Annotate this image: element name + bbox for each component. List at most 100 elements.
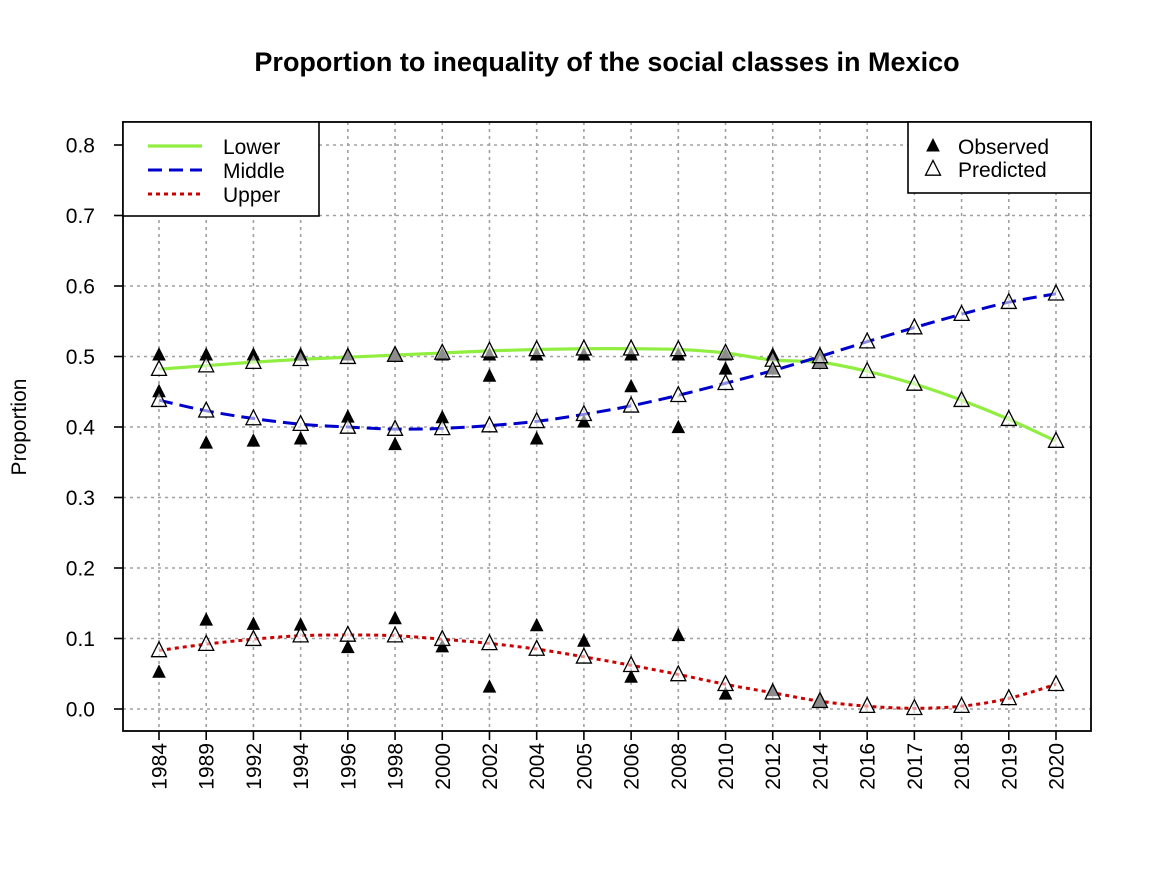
predicted-point-middle [292, 414, 310, 432]
observed-point-upper [199, 612, 214, 626]
observed-point-middle [624, 378, 638, 393]
x-tick-label: 2018 [951, 743, 974, 790]
predicted-point-lower [622, 338, 640, 356]
observed-point-middle [482, 368, 497, 382]
predicted-point-lower [1000, 409, 1018, 427]
predicted-point-upper [528, 639, 546, 656]
predicted-point-lower [433, 342, 451, 360]
observed-point-middle [529, 431, 544, 445]
predicted-point-upper [575, 646, 593, 664]
y-tick-label: 0.1 [66, 628, 95, 651]
predicted-point-upper [386, 625, 404, 643]
predicted-point-lower [716, 342, 735, 360]
predicted-point-middle [244, 408, 262, 426]
x-tick-label: 2010 [715, 743, 738, 790]
line-legend-box [122, 121, 320, 217]
predicted-point-middle [386, 419, 404, 436]
x-tick-label: 2016 [857, 743, 880, 790]
x-tick-label: 1996 [337, 743, 360, 790]
observed-point-lower [152, 347, 166, 361]
predicted-point-lower [575, 338, 593, 356]
predicted-point-middle [575, 404, 593, 422]
predicted-point-middle [528, 411, 546, 429]
x-tick-label: 2006 [621, 743, 644, 790]
predicted-point-upper [292, 625, 310, 643]
predicted-point-lower [528, 339, 546, 357]
observed-point-upper [577, 633, 591, 647]
observed-marker-icon [926, 138, 940, 152]
observed-point-middle [246, 433, 261, 447]
y-tick-label: 0.0 [66, 699, 95, 722]
x-tick-label: 1992 [243, 743, 266, 790]
y-tick-label: 0.6 [66, 276, 95, 299]
series-line-upper [158, 633, 1057, 710]
observed-point-middle [199, 435, 214, 449]
y-tick-label: 0.5 [66, 346, 95, 369]
predicted-point-upper [858, 696, 876, 714]
predicted-point-upper [1047, 674, 1065, 692]
axes: 0.0 0.1 0.2 0.3 0.4 0.5 0.6 0.7 0.8 1984 1989 1992 1… [66, 121, 1092, 790]
legend-label-middle: Middle [223, 160, 285, 183]
predicted-point-middle [953, 304, 971, 322]
predicted-point-middle [339, 417, 357, 434]
predicted-point-upper [433, 629, 451, 647]
predicted-point-middle [150, 390, 168, 408]
observed-point-upper [152, 664, 166, 678]
predicted-point-upper [150, 640, 168, 658]
x-tick-label: 1989 [196, 743, 219, 790]
y-axis-label: Proportion [8, 379, 31, 476]
y-tick-label: 0.8 [66, 135, 95, 158]
observed-point-upper [529, 617, 544, 632]
marker-legend-box [907, 121, 1092, 194]
x-tick-label: 1998 [385, 743, 408, 790]
predicted-point-upper [953, 696, 971, 714]
predicted-point-middle [622, 395, 640, 413]
y-tick-label: 0.3 [66, 487, 95, 510]
x-tick-label: 2008 [668, 743, 691, 790]
observed-point-upper [482, 679, 497, 693]
x-tick-label: 2014 [809, 743, 832, 790]
predicted-point-lower [197, 355, 215, 373]
legend-label-predicted: Predicted [958, 159, 1047, 182]
predicted-point-upper [244, 629, 262, 647]
predicted-point-lower [244, 352, 262, 370]
y-tick-label: 0.7 [66, 205, 95, 228]
x-tick-label: 2017 [904, 743, 927, 790]
x-tick-label: 2002 [479, 743, 502, 790]
predicted-point-lower [669, 339, 687, 357]
legend-label-upper: Upper [223, 184, 280, 207]
observed-point-middle [388, 436, 402, 451]
predicted-point-lower [480, 340, 499, 358]
y-tick-label: 0.2 [66, 558, 95, 581]
predicted-point-upper [716, 674, 735, 692]
predicted-point-upper [811, 691, 829, 709]
predicted-point-middle [858, 331, 876, 349]
observed-point-upper [671, 627, 686, 642]
predicted-point-middle [197, 400, 215, 418]
observed-point-upper [624, 669, 638, 683]
predicted-point-lower [292, 349, 310, 367]
predicted-point-lower [953, 390, 971, 408]
predicted-point-upper [669, 664, 687, 682]
x-tick-label: 1994 [290, 743, 313, 790]
x-tick-label: 2019 [998, 743, 1021, 790]
predicted-point-upper [197, 634, 215, 651]
predicted-point-upper [480, 633, 499, 651]
predicted-point-upper [764, 682, 782, 700]
series-layer [150, 283, 1065, 716]
predicted-point-lower [339, 347, 357, 365]
legend-label-observed: Observed [958, 136, 1049, 159]
predicted-point-middle [764, 360, 782, 378]
predicted-point-middle [811, 346, 829, 364]
y-tick-label: 0.4 [66, 417, 96, 440]
x-tick-label: 2000 [432, 743, 455, 790]
observed-point-upper [341, 639, 355, 654]
x-tick-label: 1984 [149, 743, 172, 790]
predicted-marker-icon [924, 159, 942, 176]
predicted-point-middle [669, 385, 687, 403]
predicted-point-upper [339, 624, 357, 642]
predicted-point-middle [1000, 292, 1018, 310]
observed-point-middle [671, 419, 686, 434]
predicted-point-lower [858, 361, 876, 379]
